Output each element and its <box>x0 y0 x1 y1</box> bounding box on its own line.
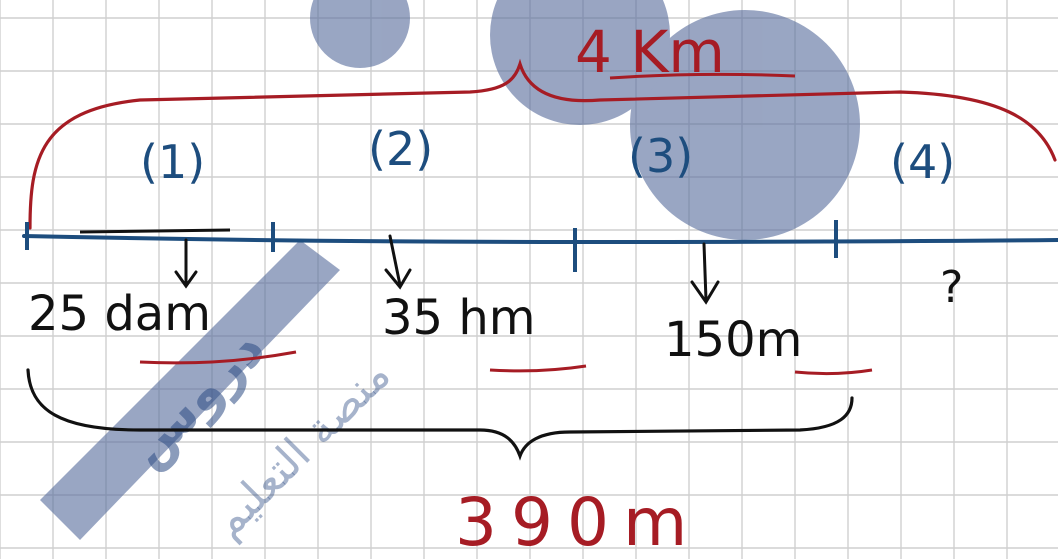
partial-sum-brace <box>26 368 854 461</box>
segment-label-3: (3) <box>628 129 693 183</box>
watermark-logo <box>40 0 860 540</box>
arrow-down-icon <box>174 238 198 289</box>
watermark-circle-small <box>310 0 410 68</box>
watermark-circle-ring <box>490 0 670 125</box>
segment-value-3: 150m <box>664 312 802 368</box>
total-distance-underline <box>609 72 796 80</box>
segment-label-4: (4) <box>890 135 955 189</box>
partial-sum-label: 390m <box>455 484 701 559</box>
unit-underline-3 <box>794 368 873 376</box>
total-brace <box>28 58 1057 230</box>
unit-underline-1 <box>139 350 297 365</box>
unknown-value: ? <box>940 262 963 313</box>
route-line <box>22 234 1058 245</box>
arrow-down-icon <box>690 242 720 305</box>
watermark-circle-large <box>630 10 860 240</box>
segment-label-2: (2) <box>368 122 433 176</box>
watermark-swoosh <box>40 240 340 540</box>
arrow-down-icon <box>384 234 412 290</box>
segment-value-1: 25 dam <box>28 286 211 342</box>
unit-underline-2 <box>489 364 587 373</box>
segment-value-2: 35 hm <box>382 290 536 346</box>
segment-label-1: (1) <box>140 135 205 189</box>
route-line-black-overlay <box>79 228 231 234</box>
